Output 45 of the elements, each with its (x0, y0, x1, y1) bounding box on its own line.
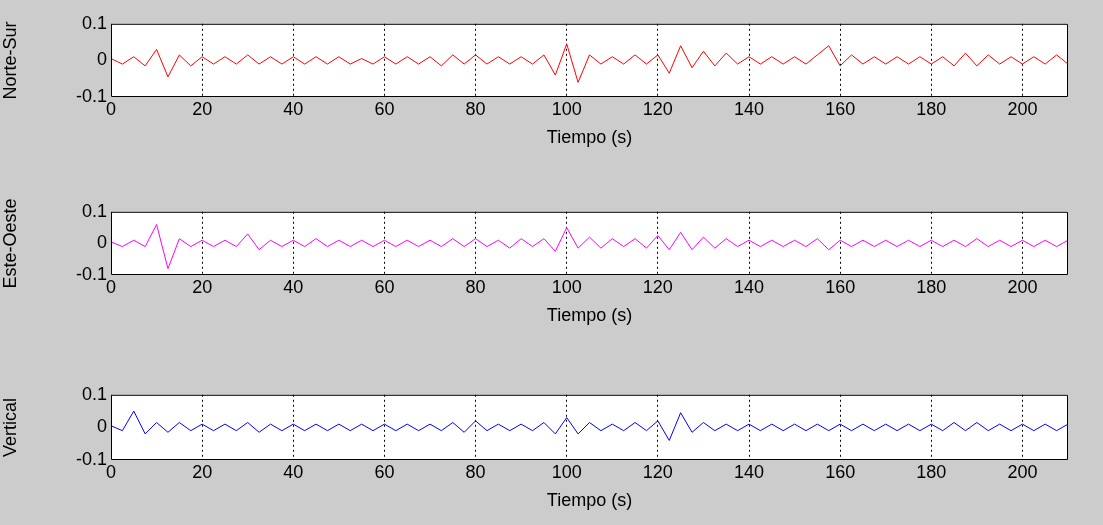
y-tick-label: 0.1 (81, 12, 107, 33)
x-tick-label: 40 (283, 461, 304, 482)
x-tick-label: 100 (551, 461, 582, 482)
y-tick-label: 0.1 (81, 200, 107, 221)
y-tick-label: 0.1 (81, 383, 107, 404)
y-tick-label: -0.1 (75, 448, 107, 469)
y-tick-label: 0 (96, 416, 107, 437)
x-tick-label: 120 (642, 461, 673, 482)
x-tick-label: 20 (192, 98, 213, 119)
y-tick-label: -0.1 (75, 263, 107, 284)
x-axis-title: Tiempo (s) (546, 305, 633, 326)
x-tick-label: 80 (465, 98, 486, 119)
x-tick-label: 100 (551, 276, 582, 297)
x-tick-label: 160 (825, 461, 856, 482)
x-tick-label: 160 (825, 276, 856, 297)
x-tick-label: 140 (733, 98, 765, 119)
x-tick-label: 180 (916, 276, 947, 297)
y-axis-title: Norte-Sur (0, 21, 20, 100)
x-tick-label: 60 (374, 461, 395, 482)
x-tick-label: 40 (283, 98, 304, 119)
x-tick-label: 140 (733, 461, 765, 482)
x-tick-label: 180 (916, 461, 947, 482)
x-tick-label: 20 (192, 461, 213, 482)
x-tick-label: 120 (642, 98, 673, 119)
x-tick-label: 60 (374, 98, 395, 119)
y-tick-label: 0 (96, 49, 107, 70)
x-tick-label: 200 (1007, 461, 1038, 482)
x-tick-label: 100 (551, 98, 582, 119)
x-axis-title: Tiempo (s) (546, 490, 633, 511)
x-tick-label: 20 (192, 276, 213, 297)
y-axis-title: Vertical (0, 397, 20, 457)
x-tick-label: 200 (1007, 276, 1038, 297)
x-tick-label: 160 (825, 98, 856, 119)
x-tick-label: 180 (916, 98, 947, 119)
x-tick-label: 40 (283, 276, 304, 297)
y-tick-label: 0 (96, 232, 107, 253)
x-tick-label: 80 (465, 461, 486, 482)
x-axis-title: Tiempo (s) (546, 127, 633, 148)
y-tick-label: -0.1 (75, 85, 107, 106)
y-axis-title: Este-Oeste (0, 198, 20, 289)
x-tick-label: 140 (733, 276, 765, 297)
x-tick-label: 120 (642, 276, 673, 297)
x-tick-label: 80 (465, 276, 486, 297)
x-tick-label: 200 (1007, 98, 1038, 119)
x-tick-label: 60 (374, 276, 395, 297)
